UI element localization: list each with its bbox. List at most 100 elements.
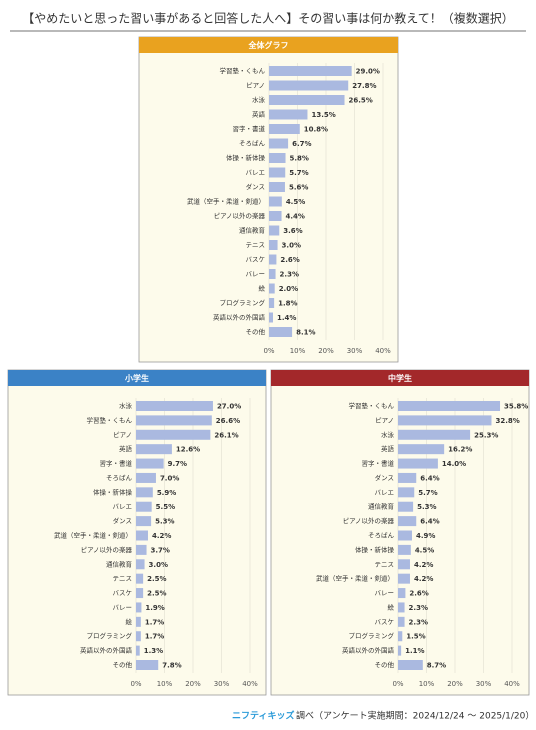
value-label: 2.6%: [409, 590, 428, 598]
category-label: 通信教育: [239, 226, 266, 235]
value-label: 1.9%: [145, 604, 164, 612]
value-label: 26.5%: [349, 97, 373, 105]
value-label: 1.5%: [406, 633, 425, 641]
x-tick-label: 40%: [242, 680, 258, 688]
value-label: 3.0%: [282, 242, 301, 250]
value-label: 2.5%: [147, 590, 166, 598]
bar: [398, 487, 415, 498]
bar: [269, 283, 275, 294]
x-tick-label: 10%: [419, 680, 435, 688]
bar: [269, 269, 276, 279]
x-tick-label: 0%: [392, 680, 403, 688]
bar: [398, 516, 417, 527]
value-label: 2.3%: [409, 618, 428, 626]
bar: [269, 138, 289, 149]
bar: [136, 472, 156, 483]
category-label: バレエ: [113, 503, 133, 511]
x-tick-label: 10%: [157, 680, 173, 688]
category-label: 英語: [119, 444, 133, 453]
category-label: 学習塾・くもん: [87, 415, 133, 424]
category-label: プログラミング: [87, 631, 133, 640]
category-label: 体操・新体操: [226, 153, 266, 162]
category-label: 水泳: [381, 430, 395, 439]
bar: [398, 429, 471, 440]
bar: [269, 254, 277, 265]
bar: [398, 645, 402, 656]
category-label: ダンス: [246, 182, 265, 191]
bar: [136, 544, 147, 555]
value-label: 4.4%: [286, 213, 305, 221]
panel-header: [8, 370, 266, 386]
value-label: 25.3%: [474, 431, 498, 439]
value-label: 1.7%: [145, 633, 164, 641]
x-tick-label: 20%: [318, 347, 334, 355]
category-label: バレエ: [375, 488, 395, 496]
category-label: バレー: [246, 270, 266, 278]
panel-header: [271, 370, 529, 386]
bar: [398, 588, 406, 599]
bar: [269, 80, 349, 91]
bar: [136, 458, 164, 469]
category-label: 体操・新体操: [93, 487, 133, 496]
category-label: ピアノ: [375, 416, 394, 424]
value-label: 8.7%: [427, 662, 446, 670]
bar: [269, 95, 345, 105]
category-label: バレー: [375, 589, 395, 597]
category-label: プログラミング: [220, 298, 266, 307]
bar: [136, 602, 142, 613]
value-label: 27.8%: [352, 82, 376, 90]
bar: [398, 616, 405, 627]
category-label: ピアノ: [113, 431, 132, 439]
value-label: 5.7%: [418, 489, 437, 497]
footer-brand: ニフティキッズ: [232, 710, 294, 722]
x-tick-label: 0%: [263, 347, 274, 355]
value-label: 3.7%: [151, 546, 170, 554]
bar: [398, 401, 501, 411]
value-label: 4.5%: [286, 198, 305, 206]
category-label: その他: [246, 327, 266, 336]
category-label: バレー: [113, 603, 133, 611]
value-label: 2.6%: [280, 256, 299, 264]
bar: [136, 444, 172, 455]
value-label: 3.6%: [283, 227, 302, 235]
category-label: 学習塾・くもん: [220, 66, 266, 75]
value-label: 13.5%: [311, 111, 335, 119]
value-label: 2.0%: [279, 285, 298, 293]
category-label: 通信教育: [106, 559, 133, 568]
value-label: 5.3%: [155, 518, 174, 526]
value-label: 5.6%: [289, 184, 308, 192]
value-label: 2.3%: [280, 271, 299, 279]
bar: [398, 660, 423, 670]
category-label: バレエ: [246, 169, 266, 177]
bar: [398, 530, 412, 541]
value-label: 8.1%: [296, 329, 315, 337]
bar: [136, 487, 153, 498]
bar: [269, 298, 275, 308]
bar: [398, 472, 417, 483]
bar: [136, 516, 152, 527]
value-label: 2.3%: [409, 604, 428, 612]
category-label: その他: [113, 660, 133, 669]
bar: [136, 415, 212, 426]
panel-title: 全体グラフ: [248, 40, 289, 50]
bar: [269, 327, 293, 337]
category-label: 英語以外の外国語: [213, 313, 266, 322]
category-label: 通信教育: [368, 502, 395, 511]
bar: [136, 501, 152, 512]
value-label: 2.5%: [147, 575, 166, 583]
bar: [398, 544, 411, 555]
category-label: ピアノ以外の楽器: [81, 545, 133, 554]
category-label: そろばん: [368, 531, 395, 540]
value-label: 5.5%: [156, 503, 175, 511]
value-label: 7.8%: [162, 662, 181, 670]
bar: [136, 660, 159, 670]
x-tick-label: 20%: [447, 680, 463, 688]
category-label: テニス: [246, 241, 266, 249]
category-label: 武道（空手・柔道・剣道）: [187, 197, 265, 206]
bar: [269, 312, 273, 323]
value-label: 4.2%: [414, 561, 433, 569]
category-label: テニス: [113, 575, 133, 583]
x-tick-label: 30%: [476, 680, 492, 688]
bar: [269, 182, 285, 192]
